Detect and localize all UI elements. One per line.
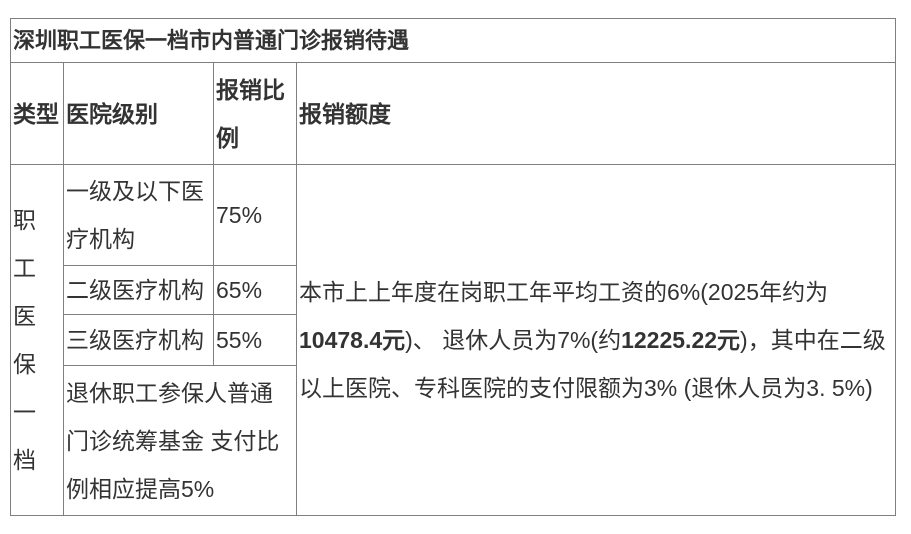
hospital-level-cell-tier1: 一级及以下医疗机构 xyxy=(63,164,214,266)
insurance-benefits-table: 深圳职工医保一档市内普通门诊报销待遇 类型 医院级别 报销比例 报销额度 职工医… xyxy=(9,18,897,516)
hospital-level-cell-tier3: 三级医疗机构 xyxy=(63,314,214,366)
type-group-label: 职工医保一档 xyxy=(13,207,36,473)
table-row: 退休职工参保人普通门诊统筹基金 支付比例相应提高5% xyxy=(11,365,896,516)
table-header-row: 类型 医院级别 报销比例 报销额度 xyxy=(10,62,897,165)
ratio-cell-tier2: 65% xyxy=(213,265,297,315)
retiree-note-cell: 退休职工参保人普通门诊统筹基金 支付比例相应提高5% xyxy=(63,365,297,516)
type-group-cell: 职工医保一档 xyxy=(10,164,64,516)
table-title: 深圳职工医保一档市内普通门诊报销待遇 xyxy=(9,18,897,63)
header-type: 类型 xyxy=(10,62,64,165)
hospital-level-cell-tier2: 二级医疗机构 xyxy=(63,265,214,315)
table-row: 职工医保一档 一级及以下医疗机构 75% 本市上上年度在岗职工年平均工资的6%(… xyxy=(10,164,897,516)
quota-text-cell: 本市上上年度在岗职工年平均工资的6%(2025年约为10478.4元)、 退休人… xyxy=(295,164,897,516)
header-hospital-level: 医院级别 xyxy=(63,62,214,165)
ratio-cell-tier3: 55% xyxy=(213,314,297,366)
ratio-cell-tier1: 75% xyxy=(213,164,297,266)
table-row: 二级医疗机构 65% xyxy=(11,265,896,315)
header-reimbursement-quota: 报销额度 xyxy=(295,62,897,165)
table-title-row: 深圳职工医保一档市内普通门诊报销待遇 xyxy=(9,18,897,63)
header-reimbursement-ratio: 报销比例 xyxy=(213,62,297,165)
